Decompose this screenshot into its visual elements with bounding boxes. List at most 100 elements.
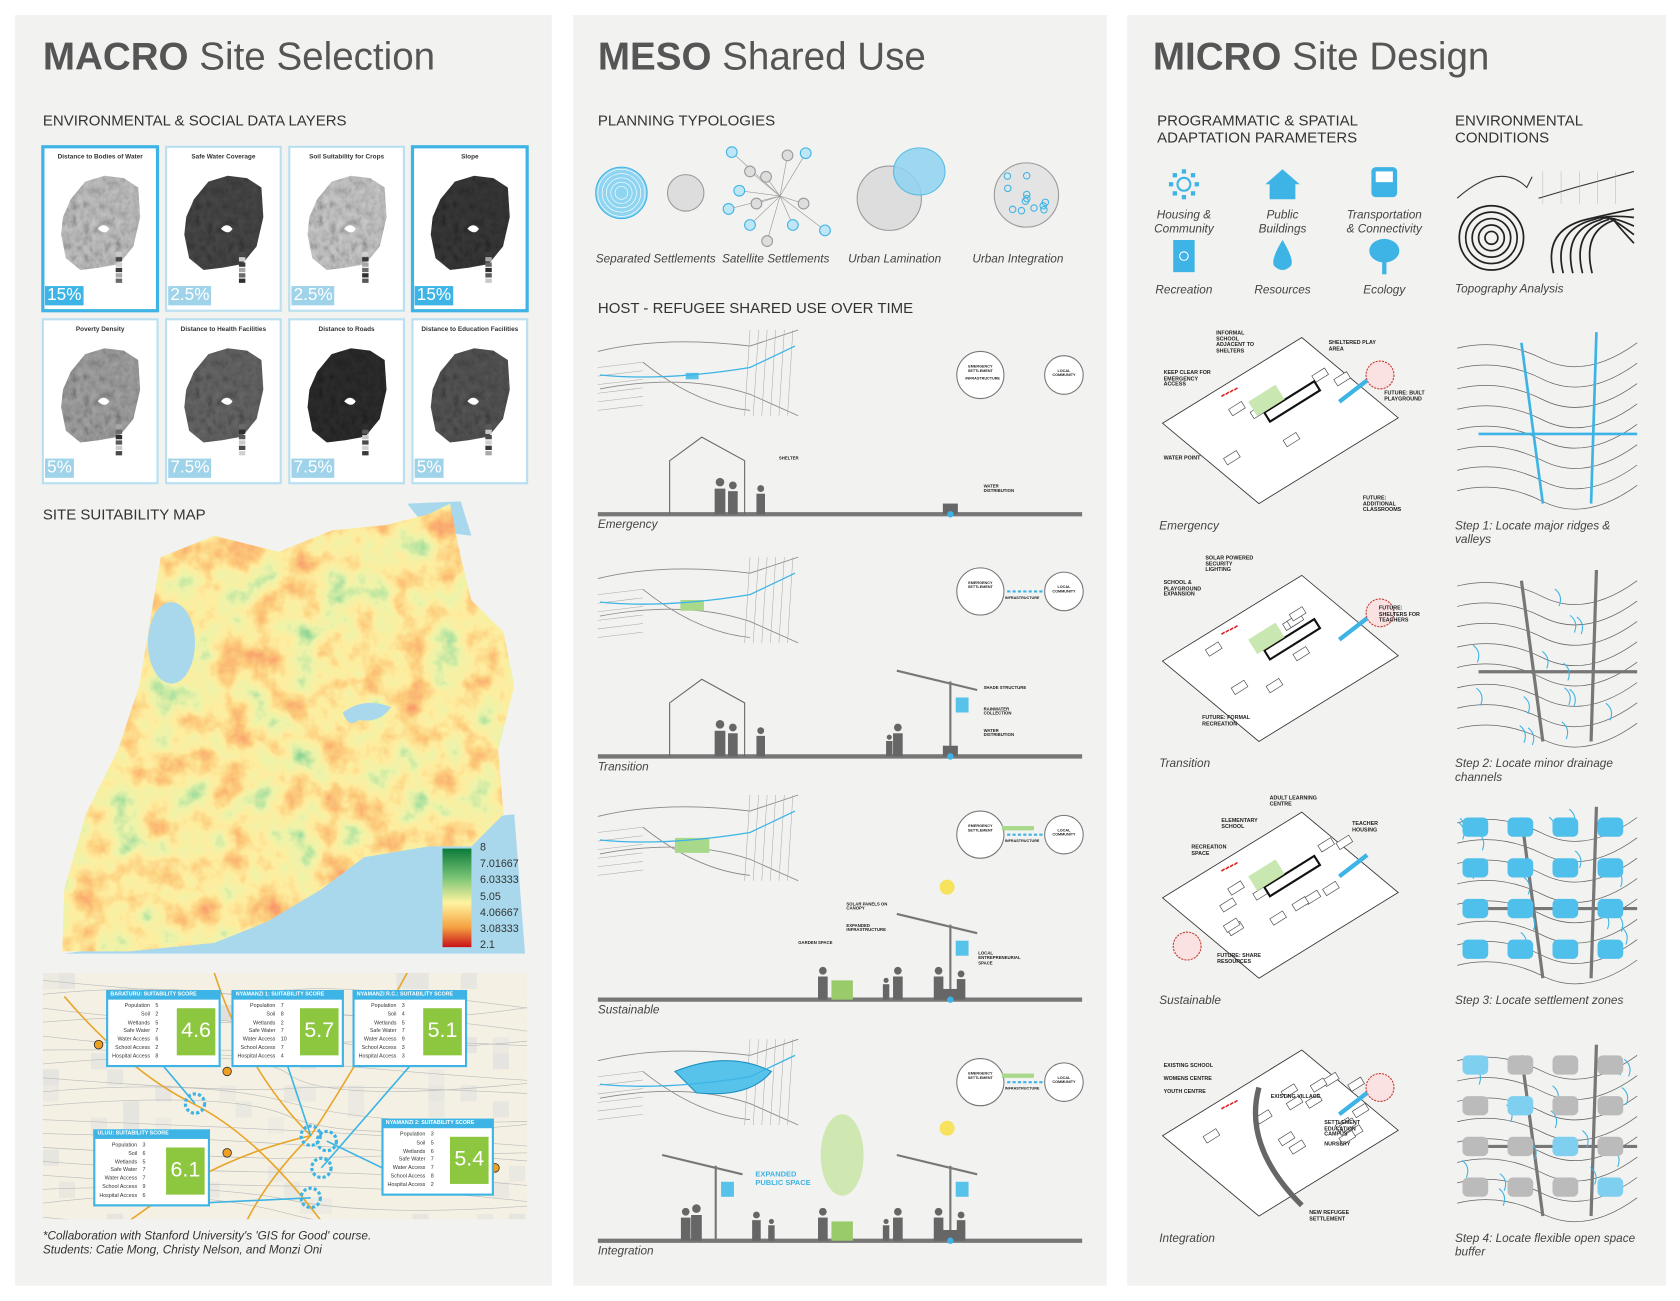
layer-weight: 15%: [45, 286, 84, 306]
drainage: [1621, 1087, 1629, 1105]
lake: [467, 397, 479, 405]
drainage: [1564, 687, 1571, 706]
security-line: [1229, 1101, 1234, 1106]
contour: [1457, 878, 1638, 903]
green-space: [1248, 384, 1285, 417]
factor-score: 6: [142, 1192, 146, 1199]
person-head: [752, 1211, 760, 1219]
score-card-title: ULUU: SUITABILITY SCORE: [97, 1130, 169, 1137]
typology-ring: [606, 177, 637, 209]
factor-label: Wetlands: [114, 1158, 138, 1166]
layer-weight: 5%: [414, 458, 444, 479]
parameter-label: Ecology: [1363, 283, 1406, 297]
town: [222, 1066, 232, 1077]
legend-label: 5.05: [480, 890, 501, 903]
section-label: EXPANDED INFRASTRUCTURE: [846, 922, 886, 933]
layer-weight: 15%: [414, 286, 454, 306]
security-line: [1225, 391, 1230, 395]
town: [93, 1039, 104, 1050]
section-heading: SITE SUITABILITY MAP: [42, 505, 206, 523]
plan-label: FUTURE: ADDITIONAL CLASSROOMS: [1362, 494, 1402, 514]
drainage: [1569, 614, 1577, 633]
plan-label: KEEP CLEAR FOR EMERGENCY ACCESS: [1163, 369, 1211, 388]
relation-circle: [1044, 814, 1084, 855]
sun: [939, 1120, 955, 1136]
contour: [1457, 580, 1638, 605]
building: [1291, 896, 1310, 912]
icon-part: [1172, 173, 1177, 178]
drainage: [1554, 588, 1562, 607]
layer-weight: 2.5%: [168, 286, 212, 306]
section-heading: PROGRAMMATIC & SPATIAL ADAPTATION PARAME…: [1157, 111, 1358, 146]
settlement-zone: [1462, 939, 1489, 959]
person-body: [756, 493, 765, 515]
country-shape: [61, 348, 141, 443]
legend-swatch: [115, 429, 123, 434]
building: [1322, 880, 1340, 897]
person-head: [883, 1218, 889, 1224]
score-card-header: [94, 1130, 209, 1139]
plan-label: SOLAR POWERED SECURITY LIGHTING: [1205, 555, 1254, 574]
title-part: MESO: [597, 34, 712, 79]
contour: [1457, 837, 1638, 863]
country-shape: [430, 348, 510, 443]
legend-swatch: [362, 451, 369, 456]
legend-swatch: [238, 278, 246, 283]
garden: [831, 1221, 853, 1241]
terrain-pixel: [428, 1101, 445, 1118]
future-zone: [1365, 360, 1395, 390]
parameter-label: Recreation: [1155, 283, 1213, 297]
factor-score: 7: [142, 1167, 146, 1174]
person-body: [893, 1217, 903, 1241]
suitability-score: 5.1: [427, 1018, 458, 1043]
person-head: [894, 966, 902, 975]
legend-swatch: [115, 251, 123, 257]
contour: [1457, 383, 1638, 408]
plan-grid: [770, 557, 776, 643]
plan-label: SHELTERED PLAY AREA: [1328, 339, 1376, 352]
factor-score: 3: [401, 1052, 405, 1060]
plan-grid: [761, 1039, 768, 1126]
person-body: [714, 730, 726, 757]
person-head: [957, 970, 965, 978]
tap: [947, 511, 954, 518]
settlement-zone: [1552, 898, 1579, 919]
open-space: [1507, 1136, 1534, 1157]
plan-grid: [597, 852, 643, 859]
plan-grid: [787, 329, 794, 416]
factor-score: 6: [430, 1148, 434, 1155]
typology-ring: [597, 168, 646, 217]
person-body: [933, 1217, 944, 1241]
layer-weight: 2.5%: [291, 286, 335, 306]
person-head: [934, 1207, 943, 1216]
factor-label: Water Access: [363, 1036, 397, 1043]
score-box: [423, 1008, 462, 1056]
person-head: [957, 1211, 965, 1219]
legend-swatch: [362, 267, 369, 273]
legend-swatch: [238, 445, 246, 450]
circle-label: LOCAL COMMUNITY: [1052, 585, 1076, 594]
terrain-pixel: [107, 1213, 124, 1220]
typology-ring: [601, 173, 642, 213]
circle-label: EMERGENCY SETTLEMENT: [967, 1071, 993, 1080]
circle-label: LOCAL COMMUNITY: [1052, 1075, 1076, 1085]
layer-map: [430, 348, 510, 443]
score-card-title: NYAMANZI 1: SUITABILITY SCORE: [235, 991, 325, 998]
drainage: [1576, 616, 1584, 635]
canopy: [661, 1153, 743, 1176]
legend-swatch: [485, 445, 492, 450]
circle-label: INFRASTRUCTURE: [1004, 1086, 1040, 1091]
building: [1204, 641, 1223, 657]
person-head: [715, 720, 725, 729]
building: [1347, 1076, 1365, 1092]
factor-score: 5: [430, 1139, 434, 1147]
future-arrow: [1337, 853, 1369, 879]
person-head: [729, 723, 737, 732]
section-label: GARDEN SPACE: [798, 939, 833, 945]
building: [1335, 834, 1354, 850]
person-body: [882, 984, 890, 1000]
plan-grid: [787, 794, 794, 881]
suitability-score: 5.7: [304, 1018, 335, 1043]
link: [779, 155, 788, 197]
legend-swatch: [115, 262, 123, 267]
